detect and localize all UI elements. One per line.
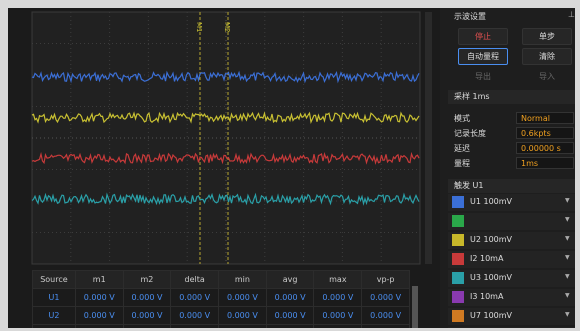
scrollbar[interactable] — [412, 286, 418, 328]
table-cell: m2 — [122, 270, 172, 289]
trace — [31, 192, 420, 206]
channel-color — [452, 272, 464, 284]
button[interactable]: 停止 — [458, 28, 508, 45]
table-row: U2 0.000 V 0.000 V 0.000 V 0.000 V 0.000 V 0.0… — [32, 306, 410, 325]
table-cell: 0.000 V — [122, 306, 172, 325]
channel-color — [452, 291, 464, 303]
channel-color — [452, 310, 464, 322]
dropdown-arrow[interactable]: ▼ — [565, 197, 570, 204]
channel-label: U2 100mV — [470, 235, 513, 244]
table-cell: delta — [170, 270, 220, 289]
setting-label: 量程 — [454, 159, 470, 168]
channel-row[interactable] — [448, 251, 575, 268]
setting-value[interactable]: 1ms — [516, 157, 574, 169]
channel-label: I3 10mA — [470, 292, 504, 301]
table-cell: 0.000 V — [218, 306, 267, 325]
table-cell: 0.000 V — [170, 306, 220, 325]
trace — [31, 151, 420, 166]
cursor-label: M1 — [195, 22, 203, 33]
setting-value[interactable]: 0.00000 s — [516, 142, 574, 154]
table-cell: 0.000 V — [74, 288, 124, 307]
section-header: 采样 1ms — [448, 90, 575, 104]
table-cell: 0.000 A — [122, 324, 172, 328]
channel-row[interactable] — [448, 327, 575, 328]
channel-row[interactable] — [448, 232, 575, 249]
table-cell: 0.000 A — [361, 324, 410, 328]
channel-row[interactable] — [448, 213, 575, 230]
app: M1 M2 Source m1 m2 delta min avg max vp-p U1 0.000… — [8, 8, 575, 328]
measure-table: Source m1 m2 delta min avg max vp-p U1 0.000 V 0.0… — [32, 270, 410, 328]
channel-color — [452, 253, 464, 265]
table-cell: U1 — [32, 288, 76, 307]
table-cell: 0.000 V — [218, 288, 267, 307]
button[interactable]: 清除 — [522, 48, 572, 65]
button[interactable]: 单步 — [522, 28, 572, 45]
channel-label: U7 100mV — [470, 311, 513, 320]
scope-plot: M1 M2 — [31, 11, 432, 265]
table-cell: 0.000 V — [170, 288, 220, 307]
table-cell: min — [218, 270, 267, 289]
table-cell: 0.000 A — [313, 324, 363, 328]
channel-color — [452, 234, 464, 246]
cursor-label: M2 — [223, 22, 231, 33]
dropdown-arrow[interactable]: ▼ — [565, 311, 570, 318]
setting-label: 延迟 — [454, 144, 470, 153]
table-cell: 0.000 V — [265, 288, 315, 307]
table-cell: 0.000 V — [361, 288, 410, 307]
panel-title: 示波设置 — [454, 12, 486, 21]
button[interactable]: 自动量程 — [458, 48, 508, 65]
setting-value[interactable]: Normal — [516, 112, 574, 124]
channel-color — [452, 215, 464, 227]
pin-icon[interactable]: ⊥ — [568, 10, 575, 19]
button[interactable]: 导出 — [475, 72, 491, 81]
trace — [31, 111, 420, 124]
setting-value[interactable]: 0.6kpts — [516, 127, 574, 139]
table-row: U1 0.000 V 0.000 V 0.000 V 0.000 V 0.000 V 0.0… — [32, 288, 410, 307]
channel-label: U1 100mV — [470, 197, 513, 206]
channel-label: I2 10mA — [470, 254, 504, 263]
channel-row[interactable] — [448, 194, 575, 211]
channel-row[interactable] — [448, 289, 575, 306]
table-cell: 0.000 A — [170, 324, 220, 328]
table-cell: 0.000 A — [265, 324, 315, 328]
channel-row[interactable] — [448, 270, 575, 287]
table-cell: 0.000 A — [218, 324, 267, 328]
dropdown-arrow[interactable]: ▼ — [565, 254, 570, 261]
table-cell: 0.000 V — [313, 306, 363, 325]
channel-label: U3 100mV — [470, 273, 513, 282]
channel-row[interactable] — [448, 308, 575, 325]
table-cell: avg — [265, 270, 315, 289]
table-cell: max — [313, 270, 363, 289]
table-cell: 0.000 V — [74, 306, 124, 325]
table-cell: 0.000 V — [361, 306, 410, 325]
setting-label: 模式 — [454, 114, 470, 123]
button[interactable]: 导入 — [539, 72, 555, 81]
table-cell: 0.000 V — [265, 306, 315, 325]
dropdown-arrow[interactable]: ▼ — [565, 235, 570, 242]
setting-label: 记录长度 — [454, 129, 486, 138]
dropdown-arrow[interactable]: ▼ — [565, 273, 570, 280]
table-row: I20.000 A0.000 A0.000 A0.000 A0.000 A0.0… — [32, 324, 410, 328]
channel-color — [452, 196, 464, 208]
table-cell: Source — [32, 270, 76, 289]
table-cell: 0.000 V — [122, 288, 172, 307]
table-cell: U2 — [32, 306, 76, 325]
dropdown-arrow[interactable]: ▼ — [565, 292, 570, 299]
dropdown-arrow[interactable]: ▼ — [565, 216, 570, 223]
section-header: 触发 U1 — [448, 179, 575, 193]
table-cell: vp-p — [361, 270, 410, 289]
table-cell: 0.000 A — [74, 324, 124, 328]
table-cell: 0.000 V — [313, 288, 363, 307]
trace — [31, 70, 420, 84]
table-cell: m1 — [74, 270, 124, 289]
table-cell: I2 — [32, 324, 76, 328]
